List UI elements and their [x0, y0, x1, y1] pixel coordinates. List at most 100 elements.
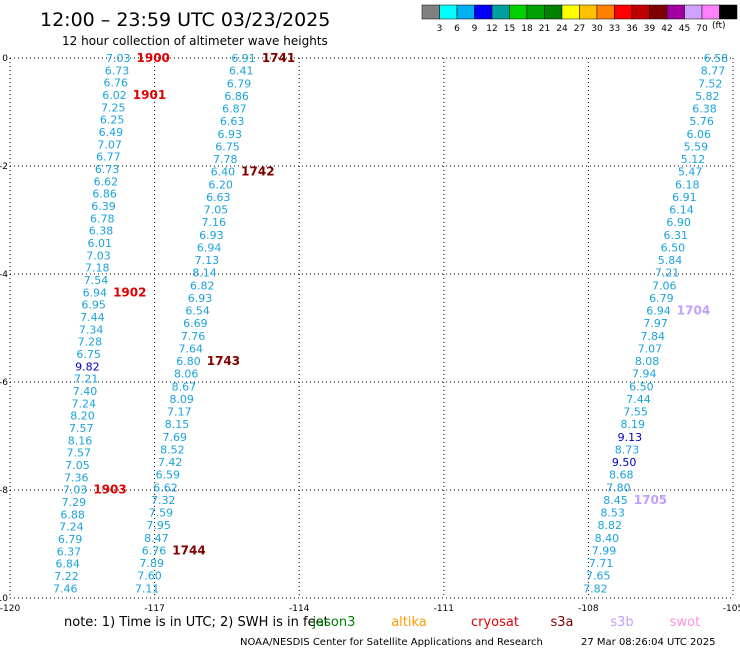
wave-height-label: 6.20: [208, 178, 233, 191]
wave-height-label: 6.62: [94, 175, 119, 188]
y-tick-label: -4: [0, 270, 8, 280]
x-tick-label: -108: [578, 604, 599, 614]
wave-height-label: 5.76: [689, 115, 714, 128]
wave-height-label: 6.91: [231, 52, 256, 65]
legend-swatch: [684, 4, 703, 20]
wave-height-label: 6.90: [666, 216, 691, 229]
wave-height-label: 6.63: [220, 115, 245, 128]
wave-height-label: 7.65: [586, 570, 611, 583]
wave-height-label: 7.07: [97, 138, 122, 151]
wave-height-label: 6.79: [649, 292, 674, 305]
grid: [9, 57, 734, 599]
wave-height-label: 7.44: [626, 393, 651, 406]
wave-height-label: 6.02: [102, 89, 127, 102]
wave-height-label: 6.94: [197, 241, 222, 254]
wave-height-label: 6.58: [704, 52, 729, 65]
satellite-label: s3b: [610, 615, 633, 630]
wave-height-label: 6.84: [55, 558, 80, 571]
wave-height-label: 6.91: [672, 191, 697, 204]
wave-height-label: 7.57: [67, 447, 92, 460]
color-legend: 3 6 9 12 15 18 21 24 27 30 33 36 39 42 45 70: [421, 4, 738, 34]
wave-height-label: 8.06: [174, 368, 199, 381]
track: 7.036.736.766.027.256.256.497.076.776.73…: [53, 51, 170, 595]
wave-height-label: 7.28: [78, 336, 103, 349]
wave-height-label: 6.50: [661, 241, 686, 254]
wave-height-label: 8.20: [70, 410, 95, 423]
wave-height-label: 7.32: [151, 494, 176, 507]
chart-subtitle: 12 hour collection of altimeter wave hei…: [62, 34, 328, 48]
wave-height-label: 7.06: [652, 279, 677, 292]
x-tick-label: -114: [289, 604, 310, 614]
wave-height-label: 7.99: [592, 544, 617, 557]
wave-height-label: 9.82: [75, 360, 100, 373]
wave-height-label: 8.82: [598, 519, 623, 532]
wave-height-label: 6.88: [60, 508, 85, 521]
wave-height-label: 7.55: [623, 406, 648, 419]
legend-swatch: [666, 4, 685, 20]
legend-value-label: 33: [609, 24, 620, 34]
legend-swatch: [614, 4, 633, 20]
satellite-label: s3a: [550, 615, 573, 630]
wave-height-label: 6.54: [185, 305, 210, 318]
wave-height-label: 7.69: [162, 431, 187, 444]
wave-height-label: 8.16: [68, 434, 93, 447]
wave-height-label: 7.64: [179, 342, 204, 355]
legend-value-label: 27: [574, 24, 585, 34]
wave-height-label: 7.78: [213, 153, 238, 166]
wave-height-label: 7.16: [201, 216, 226, 229]
wave-height-label: 7.80: [606, 481, 631, 494]
satellite-label: jason3: [312, 615, 356, 630]
footer-credit: NOAA/NESDIS Center for Satellite Applica…: [240, 637, 543, 648]
wave-height-label: 8.45: [603, 494, 628, 507]
legend-swatch: [509, 4, 528, 20]
wave-height-label: 8.19: [620, 418, 645, 431]
wave-height-label: 8.67: [172, 380, 197, 393]
wave-height-label: 7.05: [65, 459, 90, 472]
wave-height-label: 7.03: [106, 52, 131, 65]
wave-height-label: 8.40: [595, 532, 620, 545]
wave-tracks: 7.036.736.766.027.256.256.497.076.776.73…: [53, 51, 728, 595]
wave-height-label: 7.11: [135, 582, 160, 595]
wave-height-label: 6.75: [215, 140, 240, 153]
wave-height-label: 7.34: [79, 323, 104, 336]
wave-height-label: 6.73: [105, 64, 130, 77]
wave-height-label: 6.94: [83, 286, 108, 299]
legend-value-label: 9: [472, 24, 478, 34]
time-label: 1902: [113, 285, 146, 299]
legend-value-label: 42: [661, 24, 672, 34]
wave-height-label: 9.13: [618, 431, 643, 444]
wave-height-label: 6.31: [664, 229, 689, 242]
satellite-label: cryosat: [471, 615, 519, 630]
legend-swatch: [561, 4, 580, 20]
wave-height-label: 6.37: [57, 545, 82, 558]
legend-swatch: [544, 4, 563, 20]
wave-height-label: 5.59: [684, 140, 709, 153]
wave-height-label: 6.69: [183, 317, 208, 330]
x-tick-label: -105: [723, 604, 740, 614]
y-tick-label: -6: [0, 378, 8, 388]
wave-height-label: 7.76: [181, 330, 206, 343]
wave-height-label: 6.79: [227, 77, 252, 90]
y-tick-label: -10: [0, 594, 8, 604]
wave-height-label: 7.40: [73, 385, 98, 398]
wave-height-label: 6.94: [646, 305, 671, 318]
wave-height-label: 6.50: [629, 380, 654, 393]
wave-height-label: 7.25: [101, 101, 126, 114]
wave-height-label: 8.09: [169, 393, 194, 406]
wave-height-label: 6.77: [96, 151, 121, 164]
time-label: 1901: [133, 88, 166, 102]
wave-height-label: 7.21: [74, 373, 99, 386]
time-label: 1705: [634, 493, 667, 507]
wave-height-label: 6.39: [91, 200, 116, 213]
wave-height-label: 7.24: [71, 397, 96, 410]
track: 6.588.777.525.826.385.766.065.595.125.47…: [583, 52, 728, 595]
wave-height-label: 7.54: [84, 274, 109, 287]
time-label: 1704: [677, 304, 710, 318]
wave-height-label: 6.73: [95, 163, 120, 176]
time-label: 1741: [262, 51, 295, 65]
wave-height-label: 7.46: [53, 582, 78, 595]
wave-height-label: 6.80: [176, 355, 201, 368]
wave-height-label: 5.47: [678, 166, 703, 179]
footer-timestamp: 27 Mar 08:26:04 UTC 2025: [581, 637, 716, 648]
wave-height-label: 6.25: [100, 114, 125, 127]
